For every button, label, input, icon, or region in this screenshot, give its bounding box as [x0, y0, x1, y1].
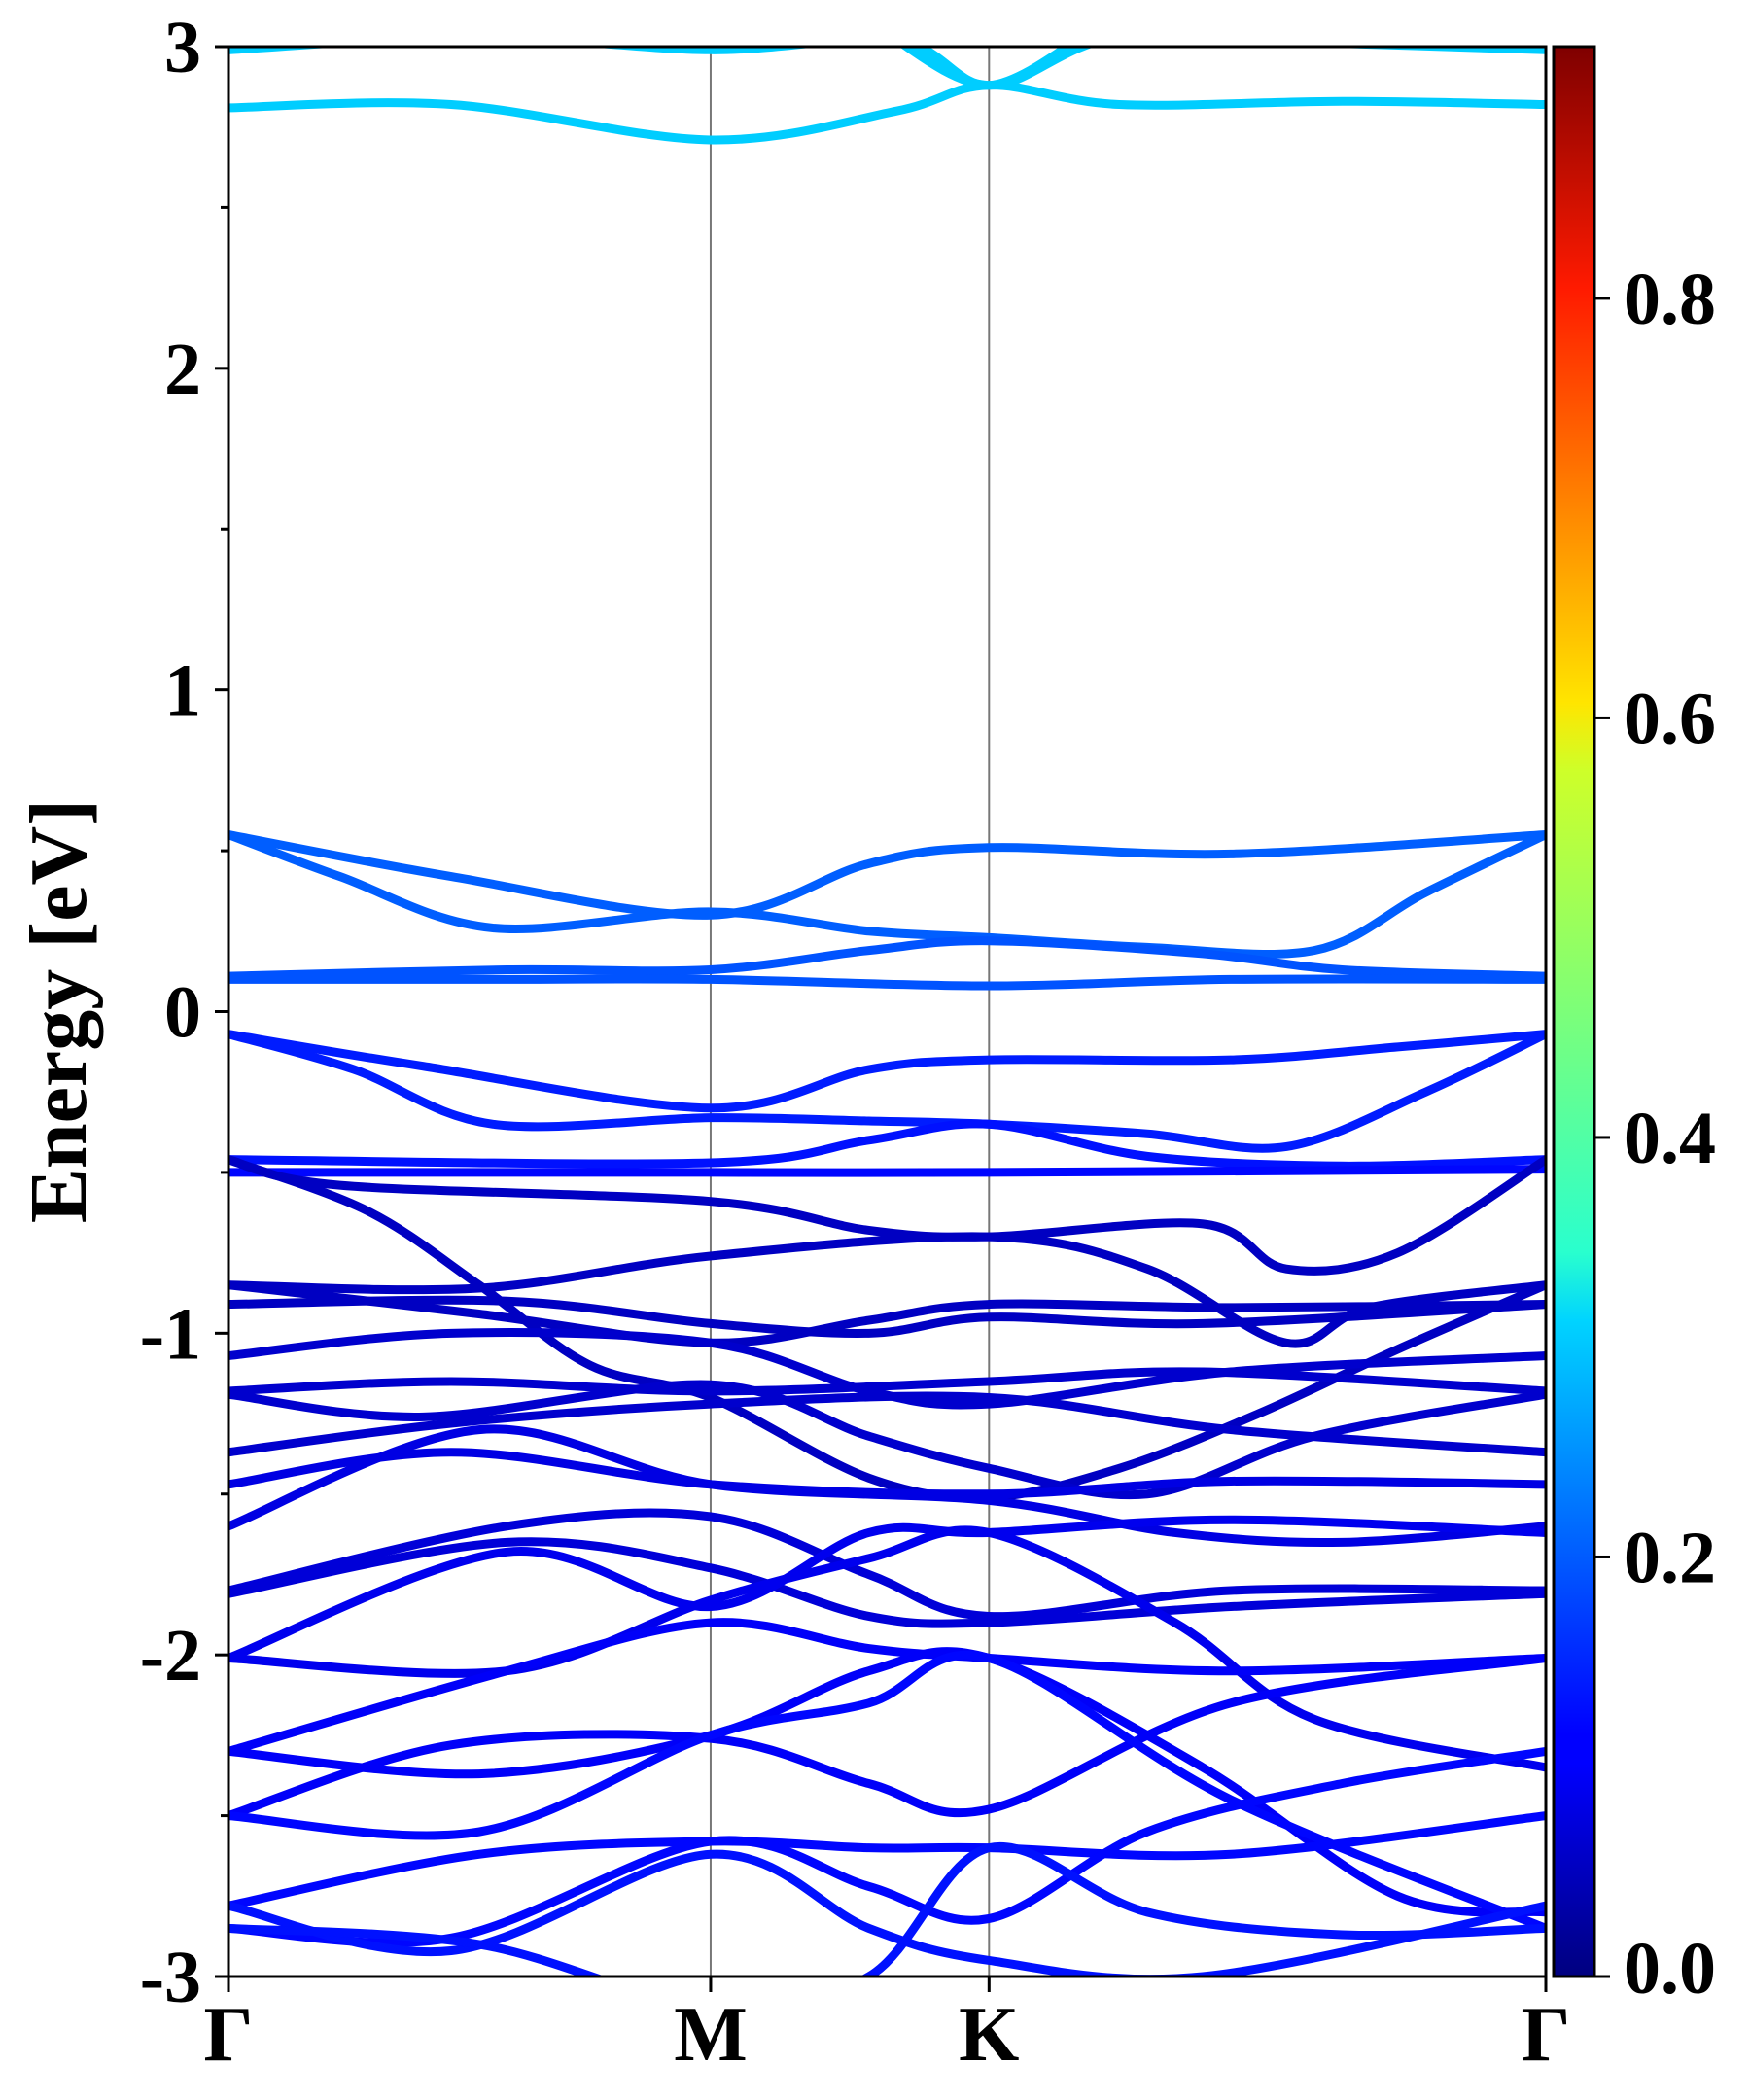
y-tick-label: -1 — [140, 1293, 201, 1375]
y-tick-label: -2 — [140, 1615, 201, 1697]
colorbar — [1552, 45, 1596, 1978]
y-axis-label: Energy [eV] — [14, 799, 104, 1223]
colorbar-tick-label: 0.8 — [1624, 259, 1716, 340]
colorbar-tick-label: 0.0 — [1624, 1928, 1716, 2010]
band-line-27 — [228, 1618, 1546, 1756]
band-line-22 — [228, 1424, 1546, 1548]
band-line-18 — [228, 1367, 1546, 1396]
band-line-34 — [228, 1841, 1546, 1977]
colorbar-tick-label: 0.2 — [1624, 1517, 1716, 1598]
colorbar-tick-label: 0.4 — [1624, 1098, 1716, 1179]
y-tick-label: 3 — [164, 7, 201, 88]
band-line-3 — [898, 47, 1546, 90]
band-line-20 — [228, 1391, 1546, 1457]
band-line-28 — [228, 1647, 1546, 1917]
band-line-32 — [228, 1746, 1546, 1947]
band-line-10 — [228, 1119, 1546, 1171]
plot-frame — [227, 45, 1548, 1978]
band-line-25 — [228, 1515, 1546, 1662]
band-line-4 — [228, 830, 1546, 920]
band-line-9 — [228, 1030, 1546, 1153]
y-tick-label: 0 — [164, 972, 201, 1054]
band-line-16 — [228, 1295, 1546, 1338]
x-tick-label: Γ — [1522, 1992, 1571, 2078]
y-tick-label: 2 — [164, 329, 201, 410]
band-line-23 — [228, 1508, 1546, 1622]
y-tick-label: 1 — [164, 650, 201, 732]
band-line-11 — [228, 1165, 1546, 1177]
x-tick-label: M — [674, 1992, 748, 2078]
band-line-24 — [228, 1537, 1546, 1628]
band-line-30 — [228, 1650, 1546, 1933]
high-symmetry-lines — [709, 47, 991, 1977]
y-tick-label: -3 — [140, 1937, 201, 2018]
y-axis-ticks: -3 -2 -1 0 1 2 3 — [140, 7, 228, 2018]
band-line-33 — [228, 1849, 1546, 1977]
band-line-15 — [228, 1280, 1546, 1348]
band-line-7 — [228, 974, 1546, 991]
band-lines — [228, 47, 1546, 1977]
colorbar-tick-label: 0.6 — [1624, 678, 1716, 759]
band-line-8 — [228, 1030, 1546, 1113]
band-line-13 — [228, 1155, 1546, 1502]
band-line-29 — [228, 1653, 1546, 1821]
x-tick-label: Γ — [204, 1992, 254, 2078]
colorbar-ticks: 0.0 0.2 0.4 0.6 0.8 — [1594, 259, 1716, 2010]
band-line-5 — [228, 830, 1546, 959]
band-line-31 — [228, 1811, 1546, 1910]
band-line-2 — [228, 81, 1546, 145]
band-line-6 — [228, 936, 1546, 981]
x-tick-label: K — [959, 1992, 1019, 2078]
